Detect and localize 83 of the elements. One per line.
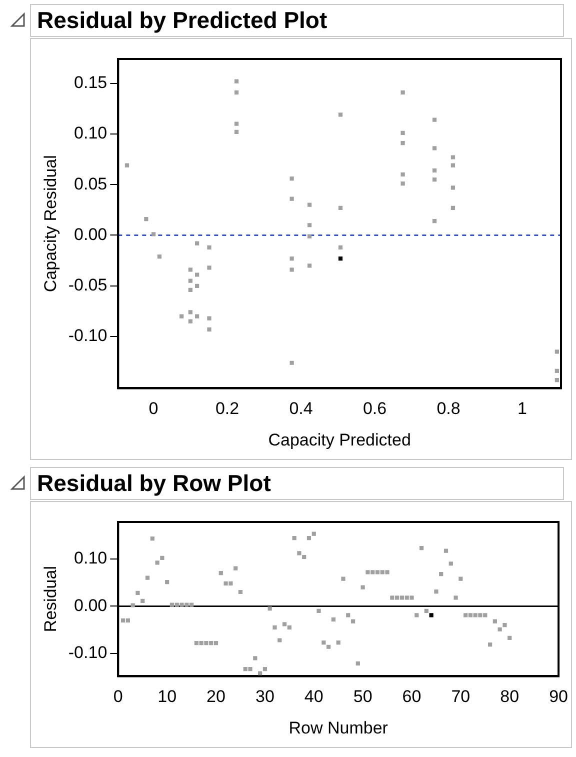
point [338,245,343,250]
point [450,155,456,160]
point [400,172,405,177]
y-tick-label: 0.10 [74,124,108,143]
point [234,122,239,126]
x-tick-label: 40 [304,687,324,706]
x-tick-label: 0 [148,399,158,418]
point [307,264,312,268]
point [195,314,200,318]
point [180,314,184,318]
point [188,268,192,272]
x-axis-title: Row Number [288,718,388,738]
point [290,256,294,261]
point [432,118,437,122]
point [234,90,239,94]
point [432,168,437,172]
point [307,234,312,238]
chart-title: Residual by Predicted Plot [30,4,564,36]
x-tick-label: 0.8 [436,399,460,418]
point [188,310,192,314]
y-tick-label: -0.10 [68,643,108,662]
y-tick-label: 0.05 [74,174,108,194]
chart-title: Residual by Row Plot [30,466,564,500]
point [207,327,212,332]
y-axis-title: Residual [40,566,60,632]
point [554,378,559,382]
point [400,130,405,135]
x-tick-label: 0.4 [289,399,313,418]
x-tick-label: 0.2 [215,399,240,418]
x-tick-label: 0 [113,687,123,706]
y-tick-label: -0.05 [68,276,108,295]
point [151,232,156,236]
point [338,206,343,210]
point [207,316,212,320]
point [188,288,192,292]
point [188,278,192,283]
point [195,272,200,277]
y-tick-label: 0.15 [74,73,108,92]
x-tick-label: 70 [451,687,470,706]
point [188,319,192,324]
x-tick-label: 0.6 [362,399,387,418]
point [290,360,294,365]
point [338,256,343,261]
point [307,202,312,207]
point [400,141,405,146]
point [450,186,456,190]
point [307,223,312,228]
point [432,219,437,224]
point [144,216,148,222]
point [432,177,437,182]
point [400,90,405,94]
point [432,146,437,150]
point [554,350,559,354]
x-tick-label: 90 [549,687,568,706]
y-axis-title: Capacity Residual [40,155,60,292]
point [234,130,239,134]
x-axis-title: Capacity Predicted [268,430,411,450]
point [195,284,200,288]
point [207,245,212,250]
y-tick-label: 0.10 [74,548,108,568]
x-tick-label: 80 [500,687,520,706]
x-tick-label: 10 [158,687,177,706]
point [400,182,405,186]
point [290,176,294,181]
point [157,254,162,259]
point [124,163,130,168]
point [450,163,456,168]
point [290,268,294,272]
y-tick-label: 0.00 [74,224,108,244]
x-tick-label: 50 [353,687,372,706]
y-tick-label: 0.00 [74,596,108,615]
x-tick-label: 30 [255,687,274,706]
x-tick-label: 1 [518,399,528,418]
point [554,368,559,374]
x-tick-label: 60 [402,687,422,706]
point [290,196,294,201]
point [234,79,239,84]
y-tick-label: -0.10 [68,326,108,346]
x-tick-label: 20 [206,687,226,706]
point [207,266,212,270]
point [195,241,200,246]
point [450,206,456,210]
point [338,112,343,117]
